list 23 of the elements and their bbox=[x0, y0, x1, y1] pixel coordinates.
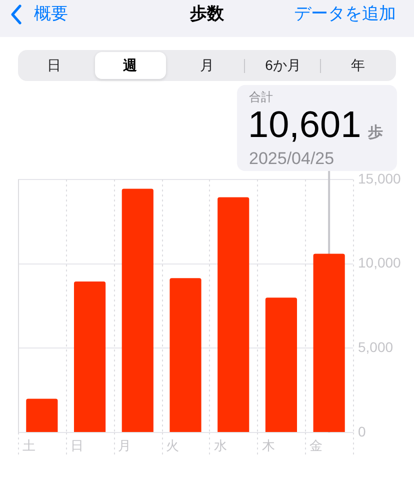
tooltip-box: 合計 10,601 歩 2025/04/25 bbox=[237, 85, 397, 171]
x-tick-label: 金 bbox=[310, 438, 323, 453]
bar bbox=[74, 282, 106, 432]
text: データを追加 bbox=[294, 4, 396, 24]
y-tick-label: 0 bbox=[358, 423, 366, 440]
chart-title: 歩数 bbox=[190, 4, 224, 24]
bar bbox=[218, 197, 250, 432]
text: 概要 bbox=[34, 4, 68, 24]
bar bbox=[170, 278, 202, 432]
x-tick-label: 水 bbox=[214, 438, 227, 453]
bar bbox=[122, 188, 154, 432]
segmented-control: 日 週 月 6か月 年 bbox=[18, 50, 396, 81]
x-tick-label: 火 bbox=[166, 438, 180, 453]
bar bbox=[313, 254, 345, 432]
y-tick-label: 15,000 bbox=[358, 170, 402, 186]
bar bbox=[265, 298, 298, 432]
y-tick-label: 5,000 bbox=[358, 339, 394, 356]
x-tick-label: 土 bbox=[22, 438, 36, 453]
x-tick-label: 木 bbox=[262, 438, 275, 453]
x-tick-label: 日 bbox=[70, 438, 84, 453]
y-tick-label: 10,000 bbox=[358, 254, 402, 271]
x-tick-label: 月 bbox=[118, 438, 132, 453]
bar bbox=[26, 398, 58, 432]
